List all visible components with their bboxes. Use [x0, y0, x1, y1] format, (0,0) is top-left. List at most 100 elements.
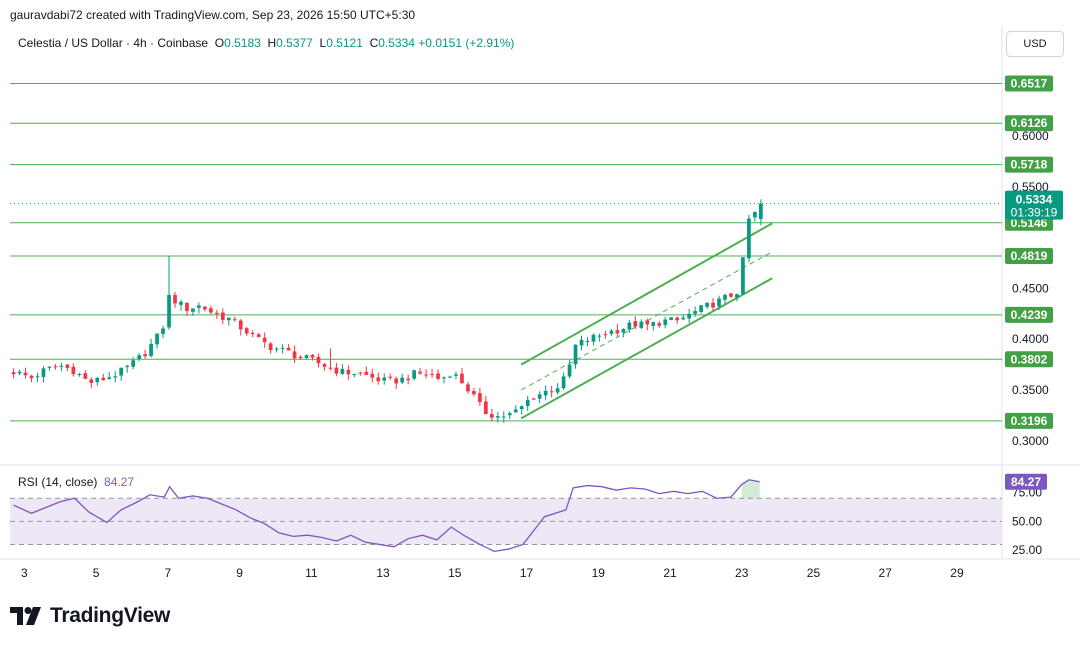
candle-body[interactable] — [675, 317, 680, 321]
candle-body[interactable] — [561, 376, 566, 389]
candle-body[interactable] — [657, 323, 662, 326]
candle-body[interactable] — [549, 391, 554, 393]
candle-body[interactable] — [137, 355, 141, 359]
candle-body[interactable] — [753, 212, 757, 218]
candle-body[interactable] — [495, 416, 500, 418]
candle-body[interactable] — [17, 371, 22, 374]
candle-body[interactable] — [256, 334, 261, 337]
candle-body[interactable] — [585, 341, 590, 343]
candle-body[interactable] — [573, 344, 578, 365]
candle-body[interactable] — [59, 365, 64, 367]
candle-body[interactable] — [292, 351, 297, 359]
candle-body[interactable] — [741, 257, 745, 295]
candle-body[interactable] — [11, 372, 16, 375]
candle-body[interactable] — [334, 367, 339, 374]
candle-body[interactable] — [125, 365, 130, 367]
candle-body[interactable] — [65, 364, 70, 368]
candle-body[interactable] — [310, 354, 315, 358]
candle-body[interactable] — [268, 343, 273, 351]
candle-body[interactable] — [442, 377, 446, 379]
candle-body[interactable] — [173, 295, 177, 304]
candle-body[interactable] — [328, 367, 333, 369]
candle-body[interactable] — [663, 319, 668, 325]
candle-body[interactable] — [83, 373, 88, 379]
candle-body[interactable] — [478, 393, 482, 402]
candle-body[interactable] — [29, 375, 34, 379]
candle-body[interactable] — [89, 379, 94, 383]
candle-body[interactable] — [412, 370, 416, 379]
candle-body[interactable] — [597, 335, 602, 337]
candle-body[interactable] — [693, 311, 697, 314]
candle-body[interactable] — [370, 373, 375, 378]
candle-body[interactable] — [250, 333, 255, 335]
candle-body[interactable] — [717, 298, 721, 307]
candle-body[interactable] — [340, 368, 345, 374]
candle-body[interactable] — [47, 366, 52, 368]
rsi-line[interactable] — [13, 479, 760, 553]
candle-body[interactable] — [376, 377, 381, 382]
candle-body[interactable] — [645, 320, 650, 325]
candle-body[interactable] — [436, 373, 440, 379]
candle-body[interactable] — [71, 366, 76, 375]
candle-body[interactable] — [131, 360, 136, 367]
candle-body[interactable] — [531, 398, 536, 400]
candle-body[interactable] — [274, 348, 279, 350]
candle-body[interactable] — [382, 377, 387, 381]
candle-body[interactable] — [203, 306, 207, 310]
candle-body[interactable] — [364, 371, 369, 375]
candle-body[interactable] — [729, 293, 733, 297]
candle-body[interactable] — [23, 372, 28, 376]
candle-body[interactable] — [226, 317, 231, 321]
candle-body[interactable] — [681, 317, 686, 320]
candle-body[interactable] — [537, 394, 542, 399]
candle-body[interactable] — [119, 367, 124, 376]
candle-body[interactable] — [388, 376, 393, 378]
channel-upper-line[interactable] — [520, 222, 773, 366]
candle-body[interactable] — [316, 356, 321, 364]
candle-body[interactable] — [591, 334, 596, 342]
candle-body[interactable] — [394, 378, 399, 384]
candle-body[interactable] — [579, 339, 584, 346]
candle-body[interactable] — [101, 377, 106, 381]
candle-body[interactable] — [406, 378, 411, 381]
candle-body[interactable] — [53, 366, 58, 368]
candle-body[interactable] — [484, 401, 488, 415]
candle-body[interactable] — [430, 374, 434, 376]
candle-body[interactable] — [627, 322, 632, 330]
candle-body[interactable] — [107, 377, 112, 379]
candle-body[interactable] — [197, 305, 201, 308]
candle-body[interactable] — [501, 416, 506, 418]
candle-body[interactable] — [209, 308, 213, 313]
candle-body[interactable] — [448, 376, 452, 378]
candle-body[interactable] — [352, 373, 357, 376]
candle-body[interactable] — [244, 328, 249, 334]
candle-body[interactable] — [280, 347, 285, 349]
channel-lower-line[interactable] — [520, 277, 773, 420]
candle-body[interactable] — [460, 373, 464, 384]
candle-body[interactable] — [424, 374, 428, 376]
candle-body[interactable] — [155, 333, 159, 345]
candle-body[interactable] — [567, 364, 572, 377]
rsi-label[interactable]: RSI (14, close) — [18, 475, 98, 489]
candle-body[interactable] — [639, 321, 644, 328]
candle-body[interactable] — [262, 337, 267, 343]
candle-body[interactable] — [179, 301, 183, 305]
candle-body[interactable] — [304, 355, 309, 358]
candle-body[interactable] — [322, 364, 327, 367]
candle-body[interactable] — [609, 330, 614, 334]
candle-body[interactable] — [95, 377, 100, 383]
candle-body[interactable] — [699, 305, 703, 312]
candle-body[interactable] — [35, 376, 40, 378]
currency-button[interactable]: USD — [1006, 31, 1064, 57]
candle-body[interactable] — [167, 295, 171, 328]
candle-body[interactable] — [513, 409, 518, 413]
candle-body[interactable] — [298, 356, 303, 359]
candle-body[interactable] — [723, 294, 727, 300]
candle-body[interactable] — [400, 377, 405, 383]
candle-body[interactable] — [358, 372, 363, 374]
candle-body[interactable] — [418, 371, 422, 374]
candle-body[interactable] — [77, 373, 82, 375]
candle-body[interactable] — [143, 354, 147, 357]
candle-body[interactable] — [41, 368, 46, 378]
